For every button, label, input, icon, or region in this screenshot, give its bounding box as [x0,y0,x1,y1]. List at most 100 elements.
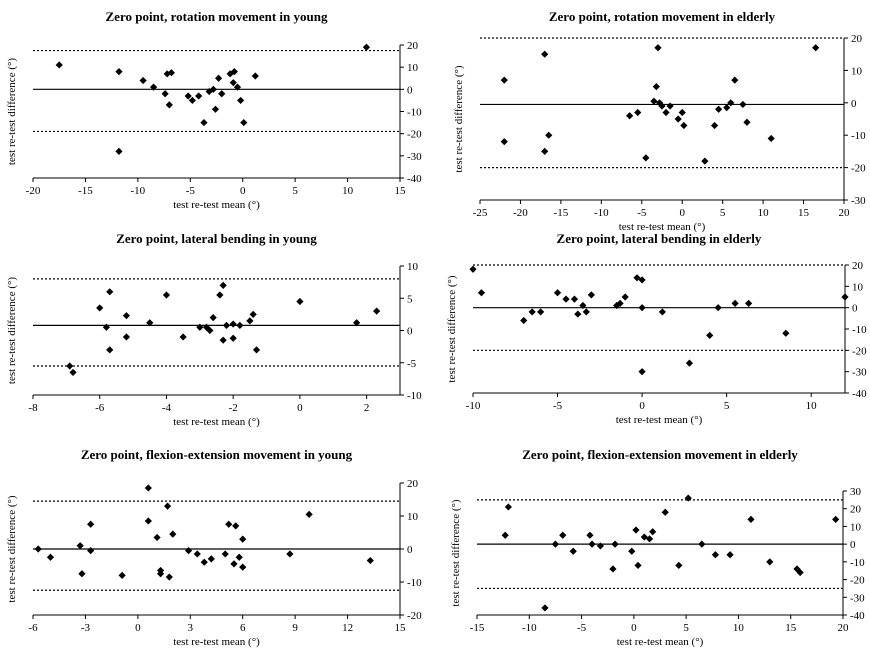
data-point [115,147,123,155]
data-point [541,604,549,612]
y-tick-label: 30 [850,486,862,498]
data-point [196,323,204,331]
data-point [638,276,646,284]
data-point [574,310,582,318]
y-tick-label: -40 [407,173,422,185]
data-point [731,299,739,307]
data-point [562,295,570,303]
data-point [739,100,747,109]
data-point [229,334,237,342]
data-point [500,138,508,146]
x-tick-label: 0 [240,185,246,197]
data-point [634,108,642,117]
data-point [658,102,666,110]
data-point [230,68,238,76]
data-point [146,319,154,327]
y-tick-label: 20 [852,260,864,272]
data-point [162,291,171,299]
data-point [249,310,257,318]
data-point [706,331,714,339]
x-tick-label: 20 [839,207,851,219]
data-point [715,105,723,113]
x-tick-label: 5 [724,400,730,412]
data-point [240,118,248,127]
chart-title: Zero point, rotation movement in elderly [549,9,776,24]
data-point [633,274,641,282]
data-point [216,291,224,299]
data-point [685,359,694,367]
data-point [115,68,123,76]
data-point [596,542,604,550]
data-point [611,540,619,548]
data-point [200,118,208,127]
x-tick-label: -20 [26,185,41,197]
data-point [233,83,242,91]
data-point [662,108,670,117]
x-tick-label: 15 [395,622,407,634]
data-point [163,502,172,510]
y-tick-label: 10 [407,511,419,523]
x-tick-label: 10 [342,185,354,197]
chart-panel-2: Zero point, rotation movement in elderly… [453,9,866,233]
x-axis-label: test re-test mean (°) [617,636,704,648]
data-point [645,535,654,543]
x-axis-label: test re-test mean (°) [619,221,706,233]
data-point [626,112,634,120]
data-point [710,121,719,130]
data-point [711,551,720,559]
data-point [236,321,244,329]
x-tick-label: -10 [466,400,481,412]
data-point [184,92,192,100]
x-axis-label: test re-test mean (°) [173,636,260,648]
x-tick-label: -5 [637,207,647,219]
y-tick-label: 10 [407,261,419,273]
data-point [642,154,650,162]
data-point [640,533,648,541]
x-tick-label: 12 [342,622,353,634]
data-point [106,288,114,296]
chart-panel-1: Zero point, rotation movement in young -2… [6,9,422,211]
y-tick-label: 20 [850,504,862,516]
y-tick-label: -20 [852,345,867,357]
data-point [251,72,259,80]
data-point [230,560,238,568]
data-point [537,308,545,316]
data-point [684,494,692,502]
y-axis-label: test re-test difference (°) [446,275,458,382]
y-tick-label: 20 [851,33,863,45]
y-tick-label: 0 [407,544,413,556]
chart-panel-6: Zero point, flexion-extension movement i… [450,447,865,648]
x-tick-label: 0 [679,207,685,219]
y-tick-label: 20 [407,40,419,52]
y-tick-label: -10 [407,577,422,589]
x-tick-label: 0 [297,402,303,414]
y-axis-label: test re-test difference (°) [453,65,465,172]
y-axis-label: test re-test difference (°) [450,499,462,606]
data-point [239,535,247,543]
data-point [500,76,508,84]
x-tick-label: -15 [470,622,485,634]
data-point [286,550,294,558]
data-point [193,550,201,558]
data-point [232,522,240,530]
data-point [726,551,734,559]
x-axis-label: test re-test mean (°) [616,414,703,426]
x-tick-label: 15 [395,185,407,197]
data-point [655,99,664,107]
x-tick-label: 15 [785,622,797,634]
data-point [211,105,220,113]
data-point [69,368,77,377]
data-point [373,307,381,315]
data-point [621,293,629,301]
data-point [541,147,549,155]
chart-title: Zero point, flexion-extension movement i… [81,447,353,462]
y-tick-label: 10 [407,62,419,74]
data-point [222,321,231,329]
data-point [541,50,549,58]
data-point [106,346,114,354]
chart-title: Zero point, rotation movement in young [106,9,328,24]
x-tick-label: 10 [806,400,818,412]
data-point [353,319,361,327]
x-tick-label: 0 [639,400,645,412]
chart-title: Zero point, lateral bending in young [116,231,317,246]
